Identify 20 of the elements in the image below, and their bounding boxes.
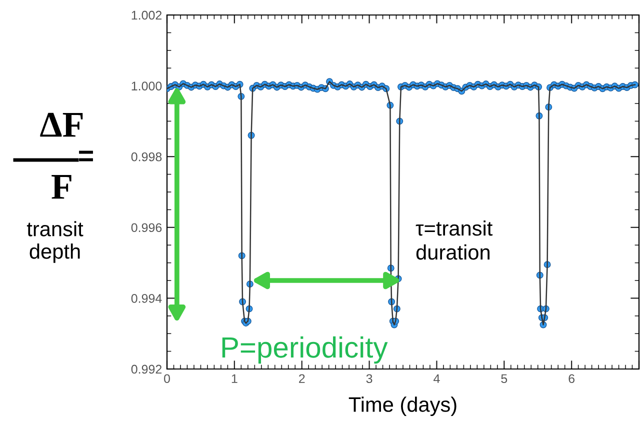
- y-tick-label: 0.992: [131, 364, 162, 374]
- text: =: [79, 150, 93, 162]
- text: transit depth: [26, 221, 84, 263]
- x-tick-label: 0: [164, 374, 170, 384]
- annotation: P=periodicity: [222, 336, 388, 364]
- x-tick-label: 6: [568, 374, 574, 384]
- text: F: [52, 175, 72, 199]
- x-tick-label: 5: [501, 374, 508, 384]
- y-tick-label: 1.000: [132, 82, 162, 90]
- x-axis-title: Time (days): [348, 396, 456, 416]
- text: ΔF: [40, 112, 83, 137]
- y-tick-label: 0.994: [131, 294, 162, 303]
- annotation: τ=transit duration: [416, 220, 493, 260]
- y-tick-label: 0.998: [131, 152, 162, 162]
- y-tick-label: 0.996: [131, 223, 162, 232]
- x-tick-label: 2: [299, 374, 305, 383]
- y-tick-label: 1.002: [132, 10, 162, 20]
- x-tick-label: 3: [366, 374, 372, 384]
- x-tick-label: 4: [434, 374, 440, 383]
- x-tick-label: 1: [232, 374, 238, 383]
